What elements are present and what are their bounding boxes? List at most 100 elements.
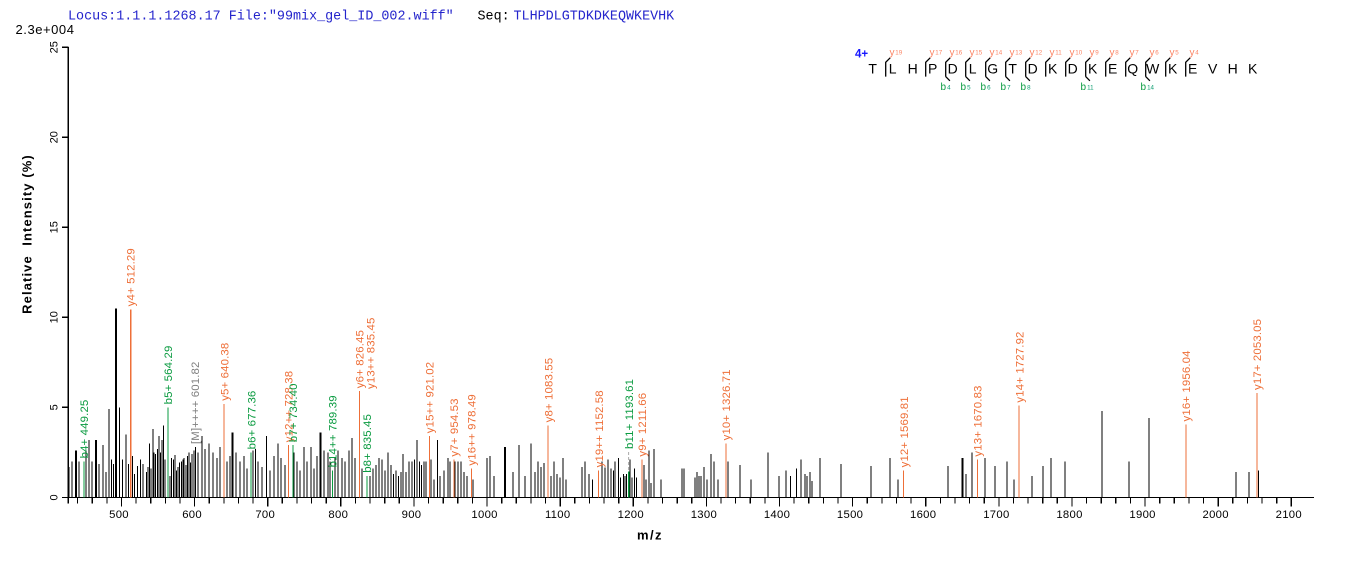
svg-text:1300: 1300 bbox=[691, 509, 717, 521]
svg-text:H: H bbox=[1228, 61, 1238, 77]
svg-text:E: E bbox=[1108, 61, 1117, 77]
svg-text:1200: 1200 bbox=[618, 509, 644, 521]
svg-text:Seq:: Seq: bbox=[478, 10, 510, 25]
svg-text:4+: 4+ bbox=[855, 49, 868, 61]
svg-text:y4+ 512.29: y4+ 512.29 bbox=[126, 248, 138, 306]
svg-text:1700: 1700 bbox=[983, 509, 1009, 521]
svg-text:W: W bbox=[1146, 61, 1160, 77]
svg-text:2100: 2100 bbox=[1276, 509, 1302, 521]
svg-text:m/z: m/z bbox=[637, 528, 663, 543]
svg-text:b: b bbox=[1021, 82, 1027, 93]
svg-text:b11+ 1193.61: b11+ 1193.61 bbox=[624, 379, 636, 449]
svg-text:1100: 1100 bbox=[545, 509, 571, 521]
svg-text:y: y bbox=[1010, 48, 1015, 59]
svg-text:y: y bbox=[1150, 48, 1155, 59]
svg-text:y7+ 954.53: y7+ 954.53 bbox=[449, 398, 461, 456]
svg-text:D: D bbox=[948, 61, 958, 77]
svg-text:y: y bbox=[1090, 48, 1095, 59]
svg-text:14: 14 bbox=[995, 49, 1002, 56]
svg-text:b4+ 449.25: b4+ 449.25 bbox=[79, 400, 91, 459]
svg-text:Q: Q bbox=[1127, 61, 1138, 77]
svg-text:y19++ 1152.58: y19++ 1152.58 bbox=[594, 390, 606, 467]
svg-text:2000: 2000 bbox=[1203, 509, 1229, 521]
svg-text:y17+ 2053.05: y17+ 2053.05 bbox=[1252, 319, 1264, 390]
svg-text:8: 8 bbox=[1027, 84, 1031, 91]
svg-text:b: b bbox=[1081, 82, 1087, 93]
svg-text:16: 16 bbox=[955, 49, 962, 56]
svg-text:b: b bbox=[941, 82, 947, 93]
svg-text:V: V bbox=[1208, 61, 1218, 77]
svg-text:b7+ 734.40: b7+ 734.40 bbox=[288, 383, 300, 442]
svg-text:12: 12 bbox=[1035, 49, 1042, 56]
svg-text:y9+ 1211.66: y9+ 1211.66 bbox=[637, 393, 649, 457]
svg-text:y10+ 1326.71: y10+ 1326.71 bbox=[721, 369, 733, 440]
svg-text:K: K bbox=[1088, 61, 1098, 77]
svg-text:b: b bbox=[1141, 82, 1147, 93]
svg-text:800: 800 bbox=[328, 509, 348, 521]
svg-text:y5+ 640.38: y5+ 640.38 bbox=[219, 343, 231, 401]
svg-text:y15++ 921.02: y15++ 921.02 bbox=[425, 362, 437, 433]
svg-text:y: y bbox=[950, 48, 955, 59]
svg-text:7: 7 bbox=[1135, 49, 1139, 56]
svg-text:9: 9 bbox=[1095, 49, 1099, 56]
svg-text:1400: 1400 bbox=[764, 509, 790, 521]
svg-text:20: 20 bbox=[49, 131, 61, 143]
svg-text:L: L bbox=[889, 61, 897, 77]
svg-text:y14+ 1727.92: y14+ 1727.92 bbox=[1014, 331, 1026, 402]
svg-text:17: 17 bbox=[935, 49, 942, 56]
svg-text:5: 5 bbox=[1175, 49, 1179, 56]
svg-text:b6+ 677.36: b6+ 677.36 bbox=[246, 391, 258, 450]
svg-text:4: 4 bbox=[1195, 49, 1199, 56]
svg-text:500: 500 bbox=[109, 509, 129, 521]
svg-text:b: b bbox=[1001, 82, 1007, 93]
svg-text:600: 600 bbox=[182, 509, 202, 521]
svg-text:5: 5 bbox=[49, 404, 61, 410]
svg-text:0: 0 bbox=[49, 494, 61, 500]
svg-text:11: 11 bbox=[1055, 49, 1062, 56]
svg-text:y16+ 1956.04: y16+ 1956.04 bbox=[1181, 350, 1193, 421]
svg-text:19: 19 bbox=[895, 49, 902, 56]
svg-text:y: y bbox=[1130, 48, 1135, 59]
svg-text:K: K bbox=[1168, 61, 1178, 77]
svg-text:1800: 1800 bbox=[1056, 509, 1082, 521]
svg-text:E: E bbox=[1188, 61, 1197, 77]
svg-text:y12+ 1569.81: y12+ 1569.81 bbox=[899, 396, 911, 467]
svg-text:y: y bbox=[1170, 48, 1175, 59]
svg-text:4: 4 bbox=[947, 84, 951, 91]
svg-text:13: 13 bbox=[1015, 49, 1022, 56]
svg-text:y: y bbox=[990, 48, 995, 59]
svg-text:K: K bbox=[1248, 61, 1258, 77]
svg-text:y: y bbox=[1030, 48, 1035, 59]
svg-text:T: T bbox=[1008, 61, 1017, 77]
svg-text:T: T bbox=[868, 61, 877, 77]
svg-text:15: 15 bbox=[49, 221, 61, 233]
svg-text:[M]++++ 601.82: [M]++++ 601.82 bbox=[190, 361, 202, 444]
svg-text:2.3e+004: 2.3e+004 bbox=[16, 22, 75, 37]
svg-text:y: y bbox=[1050, 48, 1055, 59]
svg-text:y: y bbox=[930, 48, 935, 59]
svg-text:14: 14 bbox=[1147, 84, 1154, 91]
svg-text:1500: 1500 bbox=[837, 509, 863, 521]
svg-text:15: 15 bbox=[975, 49, 982, 56]
svg-text:P: P bbox=[928, 61, 937, 77]
svg-text:G: G bbox=[987, 61, 998, 77]
svg-text:5: 5 bbox=[967, 84, 971, 91]
svg-text:b8+ 835.45: b8+ 835.45 bbox=[362, 414, 374, 473]
svg-text:b: b bbox=[961, 82, 967, 93]
svg-text:y: y bbox=[890, 48, 895, 59]
svg-text:y6+ 826.45: y6+ 826.45 bbox=[355, 330, 367, 388]
svg-text:y8+ 1083.55: y8+ 1083.55 bbox=[543, 358, 555, 423]
svg-text:b5+ 564.29: b5+ 564.29 bbox=[163, 346, 175, 405]
svg-text:H: H bbox=[908, 61, 918, 77]
svg-text:D: D bbox=[1068, 61, 1078, 77]
svg-text:10: 10 bbox=[49, 311, 61, 323]
svg-text:900: 900 bbox=[402, 509, 422, 521]
svg-text:6: 6 bbox=[987, 84, 991, 91]
svg-text:10: 10 bbox=[1075, 49, 1082, 56]
svg-text:K: K bbox=[1048, 61, 1058, 77]
svg-text:7: 7 bbox=[1007, 84, 1011, 91]
svg-text:y: y bbox=[1070, 48, 1075, 59]
svg-text:25: 25 bbox=[49, 41, 61, 53]
svg-text:700: 700 bbox=[255, 509, 275, 521]
svg-text:8: 8 bbox=[1115, 49, 1119, 56]
